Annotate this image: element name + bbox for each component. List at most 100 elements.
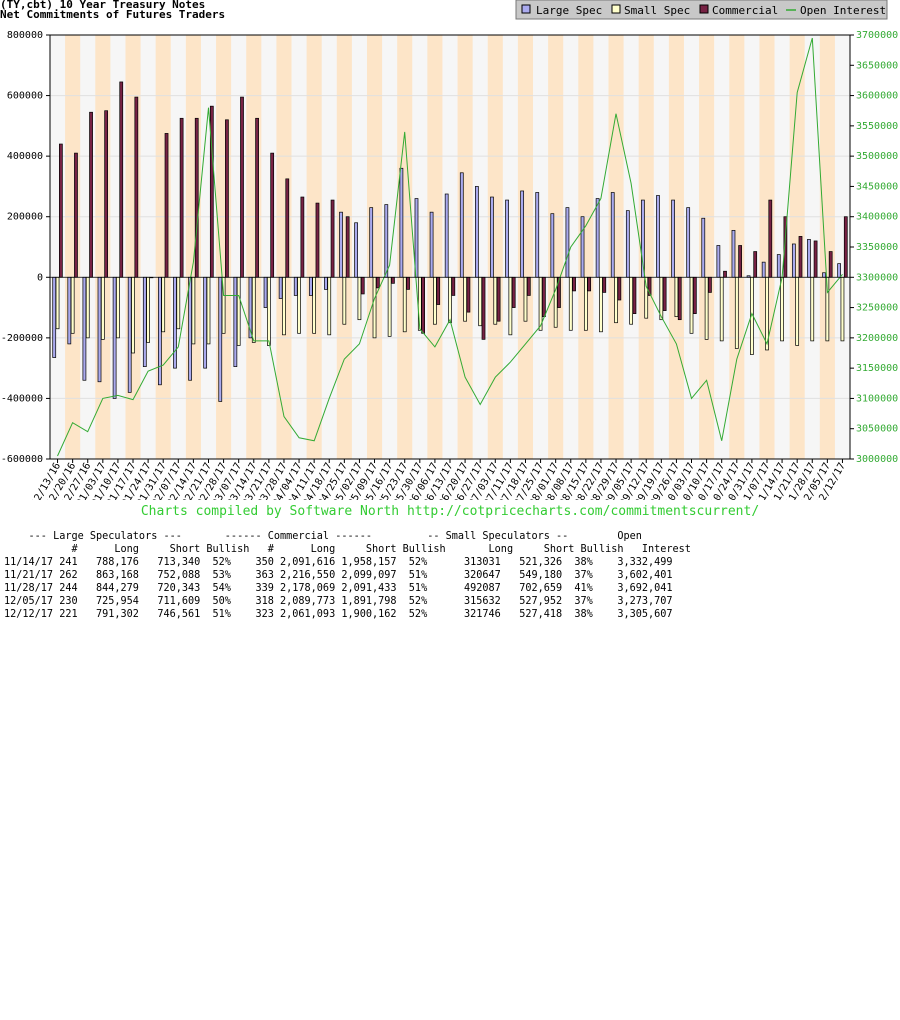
large-spec-bar (776, 254, 781, 278)
y-tick-label: -400000 (1, 393, 43, 404)
large-spec-bar (293, 276, 298, 296)
large-spec-bar (203, 276, 208, 369)
commercial-bar (798, 236, 803, 278)
commercial-bar (738, 245, 742, 278)
small-spec-bar (116, 276, 120, 339)
alternating-band (699, 35, 715, 459)
commercial-bar (662, 276, 667, 311)
alternating-band (306, 35, 322, 459)
large-spec-bar (308, 276, 313, 296)
commercial-bar (587, 276, 592, 292)
y2-tick-label: 3600000 (856, 91, 898, 102)
alternating-band (819, 35, 835, 459)
large-spec-bar (369, 207, 374, 278)
small-spec-bar (689, 276, 694, 334)
commercial-bar (270, 152, 275, 278)
legend-commercial: Commercial (712, 4, 778, 17)
alternating-band (95, 35, 111, 459)
y2-tick-label: 3250000 (856, 303, 898, 314)
alternating-band (185, 35, 201, 459)
table-row: 12/12/17 221 791,302 746,561 51% 323 2,0… (4, 609, 673, 620)
large-spec-bar (580, 216, 585, 278)
small-spec-bar (70, 276, 75, 334)
small-spec-bar (704, 276, 709, 340)
small-spec-bar (523, 276, 528, 322)
y-tick-label: 0 (37, 272, 43, 283)
small-spec-bar (659, 276, 664, 321)
large-spec-bar (505, 199, 509, 278)
small-spec-bar (267, 276, 271, 346)
commercial-bar (194, 117, 199, 278)
commercial-bar (692, 276, 697, 314)
alternating-band (668, 35, 684, 459)
large-spec-bar (535, 192, 540, 278)
large-spec-bar (565, 207, 570, 278)
small-spec-bar (599, 276, 603, 333)
alternating-band (759, 35, 775, 459)
commercial-bar (813, 240, 818, 278)
alternating-band (216, 35, 232, 459)
commercial-bar (225, 119, 229, 278)
alternating-band (638, 35, 654, 459)
large-spec-bar (173, 276, 177, 369)
large-spec-bar (82, 276, 87, 381)
commercial-bar (421, 276, 425, 334)
commercial-bar (451, 276, 456, 296)
y2-tick-label: 3300000 (856, 272, 898, 283)
alternating-band (155, 35, 171, 459)
alternating-band (457, 35, 473, 459)
small-spec-bar (312, 276, 317, 334)
large-spec-bar (686, 207, 691, 278)
commercial-bar (511, 276, 516, 308)
large-spec-bar (550, 213, 555, 278)
commercial-bar (677, 276, 682, 321)
large-spec-bar (112, 276, 117, 399)
commercial-bar (617, 276, 622, 301)
y-tick-label: 800000 (7, 30, 43, 41)
large-spec-bar (701, 217, 706, 278)
commercial-bar (602, 276, 607, 293)
open-interest-line (57, 37, 843, 457)
y2-tick-label: 3400000 (856, 212, 898, 223)
y2-tick-label: 3200000 (856, 333, 898, 344)
commercial-bar (240, 96, 244, 278)
y2-tick-label: 3000000 (856, 454, 898, 465)
commercial-bar (526, 276, 531, 296)
alternating-band (427, 35, 443, 459)
small-spec-bar (55, 276, 60, 330)
y-tick-label: 200000 (7, 212, 43, 223)
table-row: 11/14/17 241 788,176 713,340 52% 350 2,0… (4, 557, 673, 568)
commercial-bar (632, 276, 637, 314)
alternating-band (125, 35, 141, 459)
large-spec-bar (761, 261, 766, 278)
commercial-bar (753, 251, 758, 278)
small-spec-bar (734, 276, 739, 349)
commercial-bar (375, 276, 380, 289)
alternating-band (65, 35, 81, 459)
small-spec-bar (674, 276, 679, 318)
alternating-band (548, 35, 564, 459)
commercial-bar (360, 276, 365, 295)
commercial-bar (466, 276, 471, 313)
commercial-bar (179, 117, 184, 278)
small-spec-bar (161, 276, 166, 333)
large-spec-bar (822, 272, 826, 278)
commercial-bar (542, 276, 546, 318)
small-spec-bar (342, 276, 347, 325)
table-row: 11/21/17 262 863,168 752,088 53% 363 2,2… (4, 570, 673, 581)
commercial-bar (119, 81, 124, 278)
commercial-bar (89, 111, 93, 278)
large-spec-bar (595, 198, 600, 278)
large-spec-bar (142, 276, 147, 367)
y2-tick-label: 3700000 (856, 30, 898, 41)
chart-credit: Charts compiled by Software North http:/… (140, 504, 760, 519)
large-spec-bar (384, 204, 389, 278)
large-spec-bar (444, 193, 449, 278)
small-spec-bar (780, 276, 784, 342)
table-column-header: # Long Short Bullish # Long Short Bullis… (4, 544, 691, 555)
small-spec-bar (629, 276, 633, 325)
alternating-band (487, 35, 503, 459)
large-spec-bar (490, 196, 494, 278)
large-spec-bar (52, 276, 57, 358)
small-spec-bar (463, 276, 467, 322)
